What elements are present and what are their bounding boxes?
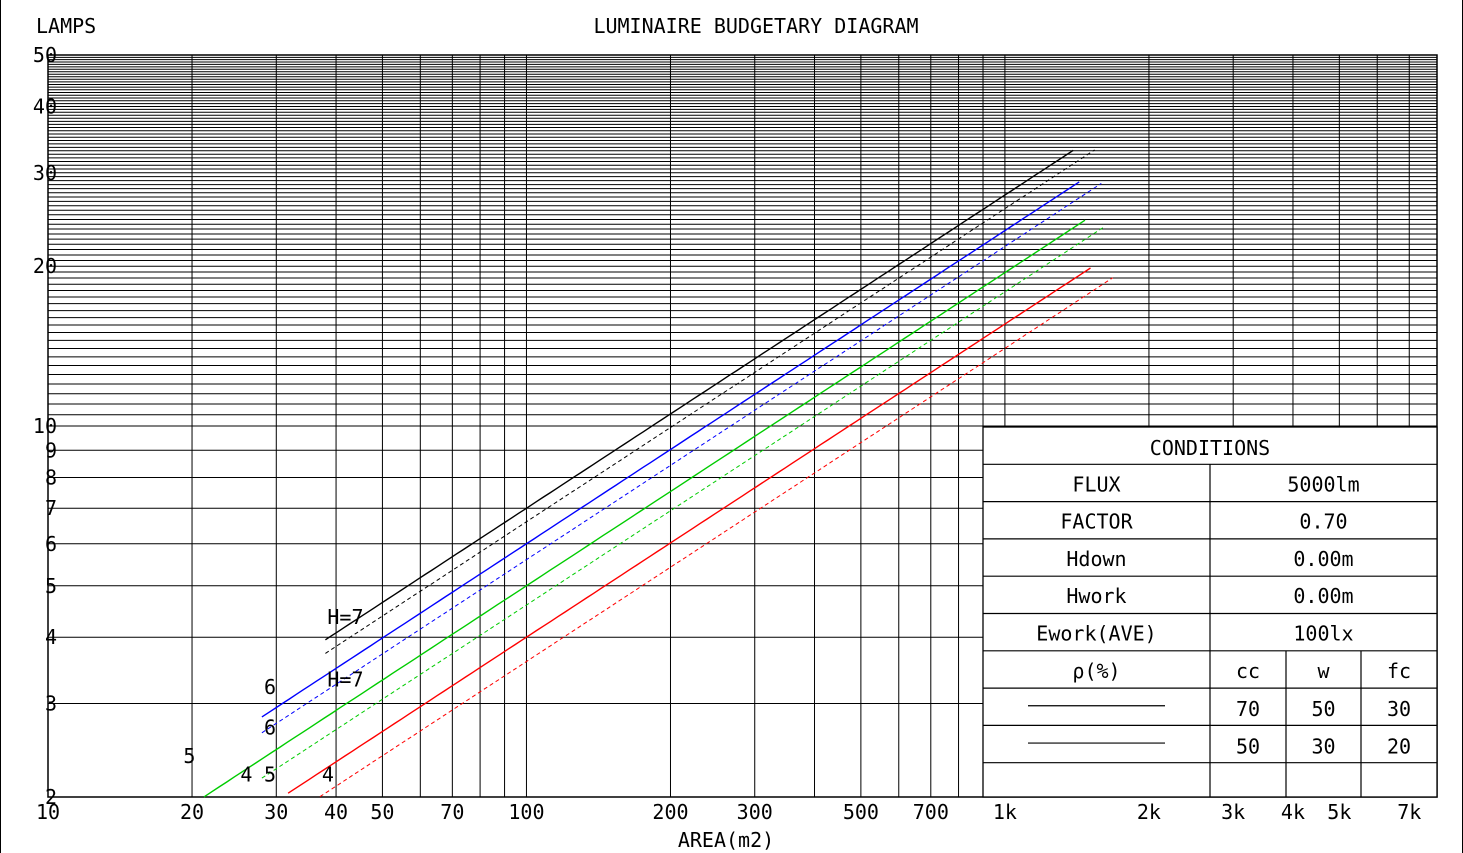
condition-label: Hwork — [1066, 584, 1126, 608]
rho-value: 50 — [1311, 697, 1335, 721]
x-tick-label: 200 — [652, 800, 688, 824]
conditions-title: CONDITIONS — [1150, 436, 1270, 460]
plot-border — [47, 54, 1438, 798]
series-line-dashed-5 — [261, 225, 1106, 779]
x-tick-label: 30 — [264, 800, 288, 824]
grid — [47, 54, 1438, 798]
chart-title: LUMINAIRE BUDGETARY DIAGRAM — [593, 14, 918, 38]
y-tick-label: 10 — [33, 414, 57, 438]
series-line-dashed-4 — [319, 277, 1113, 798]
x-tick-label: 3k — [1221, 800, 1245, 824]
x-tick-label: 1k — [993, 800, 1017, 824]
x-tick-label: 5k — [1327, 800, 1351, 824]
rho-label: ρ(%) — [1072, 659, 1120, 683]
condition-label: Hdown — [1066, 547, 1126, 571]
y-tick-label: 4 — [45, 625, 57, 649]
x-tick-label: 4k — [1281, 800, 1305, 824]
y-tick-label: 2 — [45, 785, 57, 809]
y-tick-label: 20 — [33, 254, 57, 278]
series-line-solid-H7 — [325, 149, 1074, 641]
rho-header: cc — [1236, 659, 1260, 683]
y-tick-label: 50 — [33, 43, 57, 67]
y-axis-title: LAMPS — [36, 14, 96, 38]
y-tick-label: 40 — [33, 94, 57, 118]
condition-label: Ework(AVE) — [1036, 622, 1156, 646]
series-line-dashed-6 — [261, 182, 1102, 734]
condition-value: 0.00m — [1293, 584, 1353, 608]
x-tick-label: 2k — [1137, 800, 1161, 824]
series-label: 5 — [183, 744, 195, 768]
condition-label: FLUX — [1072, 472, 1120, 496]
y-tick-label: 3 — [45, 692, 57, 716]
series-label: 4 — [240, 763, 252, 787]
series-line-solid-5 — [203, 219, 1086, 798]
rho-value: 30 — [1311, 734, 1335, 758]
condition-value: 5000lm — [1287, 472, 1359, 496]
x-tick-label: 500 — [843, 800, 879, 824]
rho-value: 30 — [1387, 697, 1411, 721]
rho-value: 20 — [1387, 734, 1411, 758]
x-tick-label: 20 — [180, 800, 204, 824]
condition-value: 0.00m — [1293, 547, 1353, 571]
x-tick-label: 70 — [440, 800, 464, 824]
y-tick-label: 30 — [33, 161, 57, 185]
condition-value: 100lx — [1293, 622, 1353, 646]
series-label: H=7 — [327, 605, 363, 629]
rho-header: fc — [1387, 659, 1411, 683]
conditions-table — [982, 426, 1438, 798]
series-label: 4 — [322, 763, 334, 787]
y-tick-label: 6 — [45, 532, 57, 556]
x-tick-label: 50 — [370, 800, 394, 824]
rho-value: 50 — [1236, 734, 1260, 758]
condition-label: FACTOR — [1060, 510, 1133, 534]
x-tick-label: 7k — [1397, 800, 1421, 824]
y-tick-label: 8 — [45, 465, 57, 489]
series-label: H=7 — [327, 668, 363, 692]
rho-value: 70 — [1236, 697, 1260, 721]
series-label: 6 — [264, 675, 276, 699]
x-tick-label: 700 — [913, 800, 949, 824]
x-tick-label: 40 — [324, 800, 348, 824]
y-tick-label: 5 — [45, 574, 57, 598]
series-line-dashed-H7 — [325, 149, 1095, 654]
x-axis-title: AREA(m2) — [678, 828, 774, 852]
series-label: 6 — [264, 716, 276, 740]
rho-header: w — [1317, 659, 1330, 683]
x-tick-label: 100 — [508, 800, 544, 824]
y-tick-label: 7 — [45, 496, 57, 520]
series-line-solid-6 — [261, 181, 1080, 718]
series-label: 5 — [264, 763, 276, 787]
condition-value: 0.70 — [1299, 510, 1347, 534]
y-tick-label: 9 — [45, 438, 57, 462]
x-tick-label: 10 — [36, 800, 60, 824]
x-tick-label: 300 — [737, 800, 773, 824]
series-group — [203, 149, 1113, 798]
series-line-solid-4 — [287, 267, 1091, 794]
